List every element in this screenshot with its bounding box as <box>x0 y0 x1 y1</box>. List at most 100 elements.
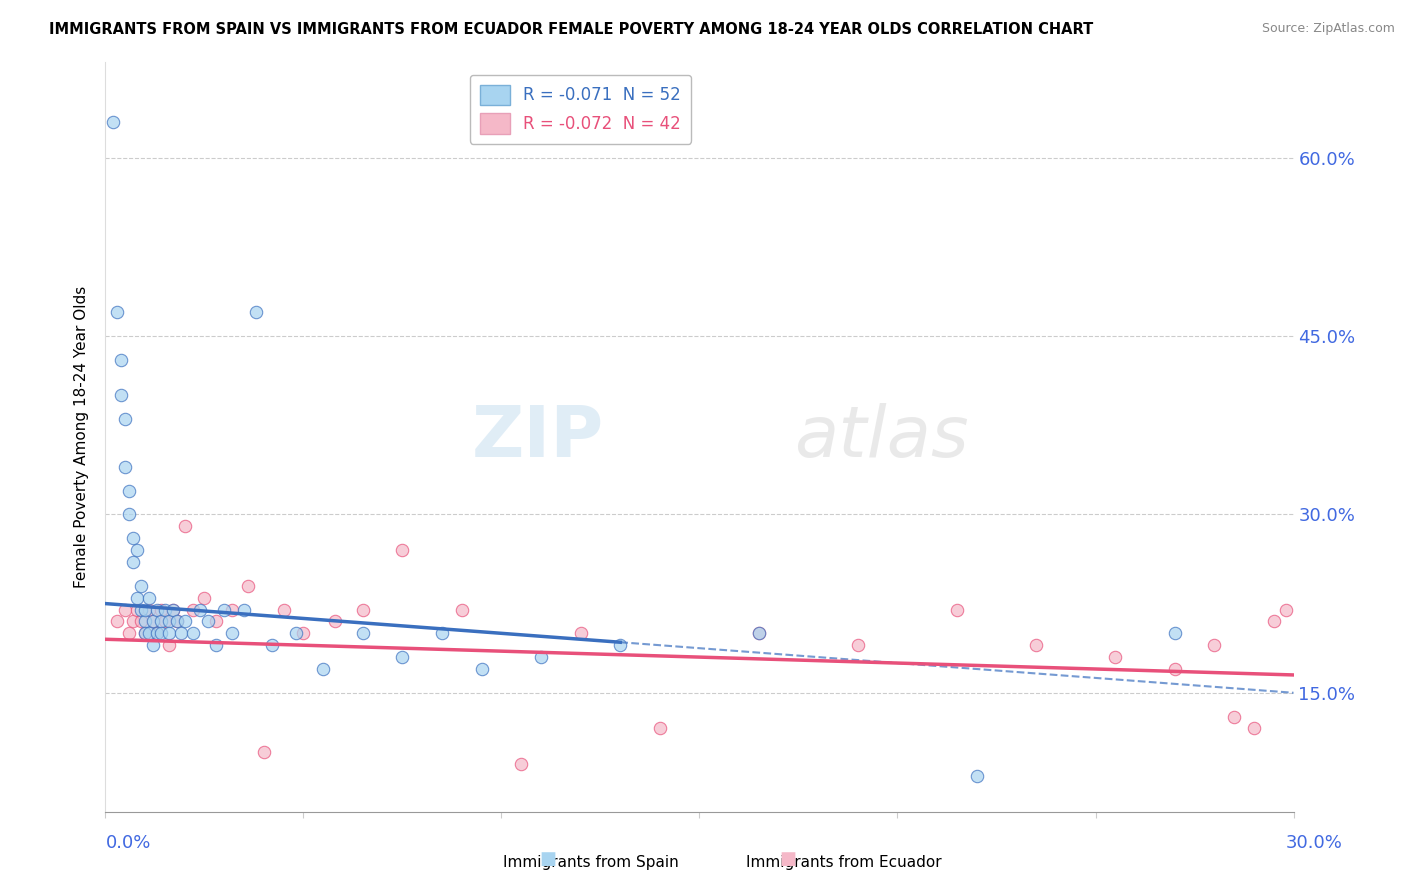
Point <box>138 602 160 616</box>
Point <box>1274 602 1296 616</box>
Point <box>127 543 149 558</box>
Point <box>114 459 136 474</box>
Point <box>166 615 188 629</box>
Point <box>197 615 219 629</box>
Point <box>609 638 631 652</box>
Point <box>205 638 228 652</box>
Point <box>1164 662 1187 676</box>
Point <box>323 615 346 629</box>
Point <box>146 626 169 640</box>
Text: IMMIGRANTS FROM SPAIN VS IMMIGRANTS FROM ECUADOR FEMALE POVERTY AMONG 18-24 YEAR: IMMIGRANTS FROM SPAIN VS IMMIGRANTS FROM… <box>49 22 1094 37</box>
Point <box>221 602 243 616</box>
Point <box>122 555 145 569</box>
Point <box>966 769 988 783</box>
Point <box>648 722 671 736</box>
Point <box>114 602 136 616</box>
Point <box>260 638 283 652</box>
Point <box>142 615 165 629</box>
Point <box>110 388 132 402</box>
Point <box>134 602 156 616</box>
Point <box>181 626 204 640</box>
Y-axis label: Female Poverty Among 18-24 Year Olds: Female Poverty Among 18-24 Year Olds <box>75 286 90 588</box>
Point <box>122 615 145 629</box>
Point <box>273 602 295 616</box>
Text: atlas: atlas <box>794 402 969 472</box>
Point <box>1204 638 1226 652</box>
Text: Source: ZipAtlas.com: Source: ZipAtlas.com <box>1261 22 1395 36</box>
Point <box>214 602 236 616</box>
Text: ZIP: ZIP <box>472 402 605 472</box>
Point <box>748 626 770 640</box>
Point <box>162 602 184 616</box>
Point <box>129 602 152 616</box>
Point <box>1164 626 1187 640</box>
Point <box>122 531 145 545</box>
Point <box>149 615 172 629</box>
Point <box>253 745 276 759</box>
Point <box>118 626 141 640</box>
Point <box>129 579 152 593</box>
Point <box>221 626 243 640</box>
Point <box>205 615 228 629</box>
Point <box>471 662 494 676</box>
Point <box>149 602 172 616</box>
Point <box>352 602 374 616</box>
Point <box>1025 638 1047 652</box>
Point <box>138 626 160 640</box>
Point <box>170 626 193 640</box>
Text: 30.0%: 30.0% <box>1286 834 1343 852</box>
Point <box>1223 709 1246 723</box>
Point <box>946 602 969 616</box>
Point <box>153 615 176 629</box>
Point <box>846 638 869 652</box>
Text: Immigrants from Ecuador: Immigrants from Ecuador <box>745 855 942 870</box>
Point <box>510 757 533 772</box>
Point <box>391 543 413 558</box>
Point <box>127 602 149 616</box>
Point <box>166 615 188 629</box>
Point <box>430 626 453 640</box>
Point <box>118 508 141 522</box>
Point <box>103 115 125 129</box>
Point <box>146 626 169 640</box>
Text: ■: ■ <box>779 850 796 868</box>
Point <box>129 615 152 629</box>
Point <box>530 650 553 665</box>
Point <box>157 626 180 640</box>
Point <box>1243 722 1265 736</box>
Point <box>284 626 307 640</box>
Point <box>162 602 184 616</box>
Point <box>134 626 156 640</box>
Point <box>142 615 165 629</box>
Legend: R = -0.071  N = 52, R = -0.072  N = 42: R = -0.071 N = 52, R = -0.072 N = 42 <box>470 75 692 144</box>
Point <box>233 602 256 616</box>
Point <box>181 602 204 616</box>
Text: ■: ■ <box>540 850 557 868</box>
Text: Immigrants from Spain: Immigrants from Spain <box>503 855 678 870</box>
Point <box>1104 650 1126 665</box>
Point <box>245 305 267 319</box>
Point <box>134 626 156 640</box>
Point <box>236 579 259 593</box>
Point <box>193 591 215 605</box>
Point <box>118 483 141 498</box>
Point <box>173 519 195 533</box>
Point <box>1263 615 1285 629</box>
Point <box>157 615 180 629</box>
Point <box>138 591 160 605</box>
Point <box>748 626 770 640</box>
Point <box>105 305 128 319</box>
Point <box>146 602 169 616</box>
Point <box>114 412 136 426</box>
Text: 0.0%: 0.0% <box>105 834 150 852</box>
Point <box>127 591 149 605</box>
Point <box>173 615 195 629</box>
Point <box>569 626 592 640</box>
Point <box>110 352 132 367</box>
Point <box>391 650 413 665</box>
Point <box>352 626 374 640</box>
Point <box>450 602 472 616</box>
Point <box>312 662 335 676</box>
Point <box>134 615 156 629</box>
Point <box>190 602 212 616</box>
